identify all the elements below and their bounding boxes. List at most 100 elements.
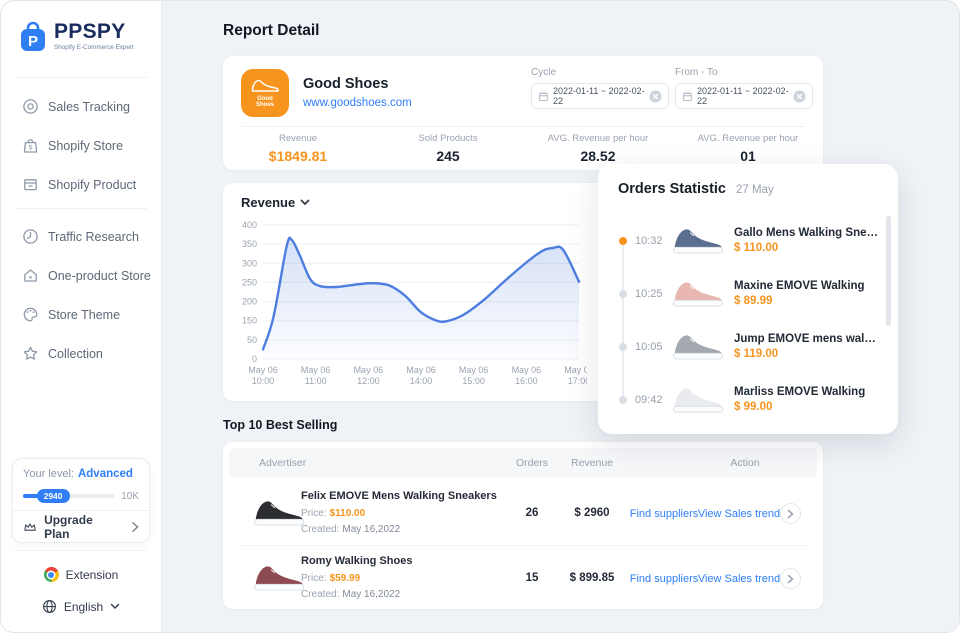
orders-count: 15	[525, 572, 539, 584]
order-item[interactable]: 09:42 Marliss EMOVE Walking $ 99.00	[598, 373, 898, 426]
box-icon	[22, 176, 39, 193]
sidebar-item-label: Shopify Store	[48, 138, 124, 153]
stat: Revenue $1849.81	[223, 133, 373, 164]
sidebar-nav-primary: Sales Tracking $ Shopify Store Shopify P…	[1, 87, 161, 204]
order-item[interactable]: 10:05 Jump EMOVE mens walking s... $ 119…	[598, 320, 898, 373]
ppspy-bag-icon: P	[21, 21, 45, 51]
created-label: Created:	[301, 589, 340, 600]
row-expand-button[interactable]	[780, 568, 801, 589]
svg-text:250: 250	[242, 277, 257, 287]
table-row: Felix EMOVE Mens Walking Sneakers Price:…	[223, 481, 823, 545]
order-time: 10:32	[635, 234, 663, 247]
svg-text:150: 150	[242, 316, 257, 326]
app-tagline: Shopify E-Commerce Expert	[54, 44, 134, 51]
chevron-down-icon	[300, 199, 310, 206]
order-time: 10:05	[635, 340, 663, 353]
orders-panel-title: Orders Statistic	[618, 181, 726, 197]
chevron-down-icon	[110, 603, 120, 610]
find-suppliers-link[interactable]: Find suppliers	[629, 508, 699, 520]
star-icon	[22, 345, 39, 362]
product-price: $ 110.00	[734, 242, 779, 254]
best-selling-table: Advertiser Orders Revenue Action Felix E…	[223, 442, 823, 609]
price-label: Price:	[301, 508, 327, 519]
sidebar-item[interactable]: Traffic Research	[1, 217, 161, 256]
page-title: Report Detail	[223, 22, 320, 39]
clear-icon[interactable]	[649, 90, 662, 103]
row-expand-button[interactable]	[780, 503, 801, 524]
view-sales-trend-link[interactable]: View Sales trend	[697, 508, 781, 520]
svg-text:May 06: May 06	[512, 365, 542, 375]
fromto-label: From - To	[675, 67, 718, 78]
stat: AVG. Revenue per hour 28.52	[523, 133, 673, 164]
sidebar-item[interactable]: $ Shopify Store	[1, 126, 161, 165]
svg-text:11:00: 11:00	[305, 376, 327, 386]
column-header-action: Action	[730, 457, 760, 469]
clear-icon[interactable]	[793, 90, 806, 103]
store-summary-card: Good Shoes Good Shoes www.goodshoes.com …	[223, 56, 823, 170]
stat-label: AVG. Revenue per hour	[697, 133, 799, 144]
language-selector[interactable]: English	[1, 599, 161, 614]
store-name: Good Shoes	[303, 76, 389, 92]
svg-text:May 06: May 06	[459, 365, 489, 375]
progress-max: 10K	[121, 491, 139, 502]
sidebar-item[interactable]: Sales Tracking	[1, 87, 161, 126]
fromto-picker-group: From - To 2022-01-11 ~ 2022-02-22	[675, 67, 813, 109]
cycle-label: Cycle	[531, 67, 557, 78]
chrome-icon	[43, 567, 59, 582]
cycle-date-range-picker[interactable]: 2022-01-11 ~ 2022-02-22	[531, 83, 669, 109]
stat: Sold Products 245	[373, 133, 523, 164]
product-image	[671, 277, 725, 311]
sidebar-item-label: Collection	[48, 346, 103, 361]
progress-badge: 2940	[36, 489, 70, 503]
timeline-line	[622, 240, 624, 399]
crown-icon	[24, 523, 36, 531]
revenue-value: $ 899.85	[569, 572, 615, 584]
extension-link[interactable]: Extension	[1, 567, 161, 582]
product-name: Gallo Mens Walking Sneakers...	[734, 227, 882, 239]
sidebar-item[interactable]: One-product Store	[1, 256, 161, 295]
fromto-date-range-picker[interactable]: 2022-01-11 ~ 2022-02-22	[675, 83, 813, 109]
sidebar-item-label: One-product Store	[48, 268, 151, 283]
best-selling-title: Top 10 Best Selling	[223, 418, 338, 432]
divider	[239, 545, 807, 546]
stat: AVG. Revenue per hour 01	[673, 133, 823, 164]
shoe-icon	[251, 79, 279, 92]
svg-text:May 06: May 06	[301, 365, 331, 375]
app-name: PPSPY	[54, 20, 126, 43]
view-sales-trend-link[interactable]: View Sales trend	[697, 573, 781, 585]
store-url-link[interactable]: www.goodshoes.com	[303, 97, 412, 109]
product-image	[671, 383, 725, 417]
find-suppliers-link[interactable]: Find suppliers	[629, 573, 699, 585]
column-header-revenue: Revenue	[570, 457, 614, 469]
upgrade-plan-button[interactable]: Upgrade Plan	[13, 511, 149, 542]
stat-label: Sold Products	[418, 133, 478, 144]
chevron-right-icon	[131, 521, 139, 532]
product-name: Romy Walking Shoes	[301, 555, 413, 567]
cycle-date-value: 2022-01-11 ~ 2022-02-22	[553, 86, 645, 106]
fromto-date-value: 2022-01-11 ~ 2022-02-22	[697, 86, 789, 106]
sidebar-item[interactable]: Collection	[1, 334, 161, 373]
svg-text:200: 200	[242, 297, 257, 307]
sidebar-item[interactable]: Store Theme	[1, 295, 161, 334]
scrollbar[interactable]	[886, 216, 891, 326]
palette-icon	[22, 306, 39, 323]
target-icon	[22, 98, 39, 115]
extension-label: Extension	[65, 567, 119, 582]
orders-statistic-panel: Orders Statistic 27 May 10:32 Gallo Mens…	[598, 164, 898, 434]
order-time: 10:25	[635, 287, 663, 300]
level-label: Your level:	[23, 468, 74, 480]
order-item[interactable]: 10:25 Maxine EMOVE Walking $ 89.99	[598, 267, 898, 320]
timeline-dot	[619, 395, 627, 404]
store-logo-text: Good Shoes	[255, 95, 274, 109]
level-card: Your level: Advanced 2940 10K Upgrade Pla…	[12, 458, 150, 543]
created-label: Created:	[301, 524, 340, 535]
stat-value: 01	[740, 148, 756, 164]
chevron-right-icon	[787, 574, 794, 583]
sidebar: P PPSPY Shopify E-Commerce Expert Sales …	[1, 1, 162, 632]
calendar-icon	[539, 91, 548, 101]
language-label: English	[63, 599, 104, 614]
store-logo: Good Shoes	[241, 69, 289, 117]
order-item[interactable]: 10:32 Gallo Mens Walking Sneakers... $ 1…	[598, 214, 898, 267]
sidebar-item[interactable]: Shopify Product	[1, 165, 161, 204]
chart-metric-dropdown[interactable]: Revenue	[241, 195, 310, 210]
